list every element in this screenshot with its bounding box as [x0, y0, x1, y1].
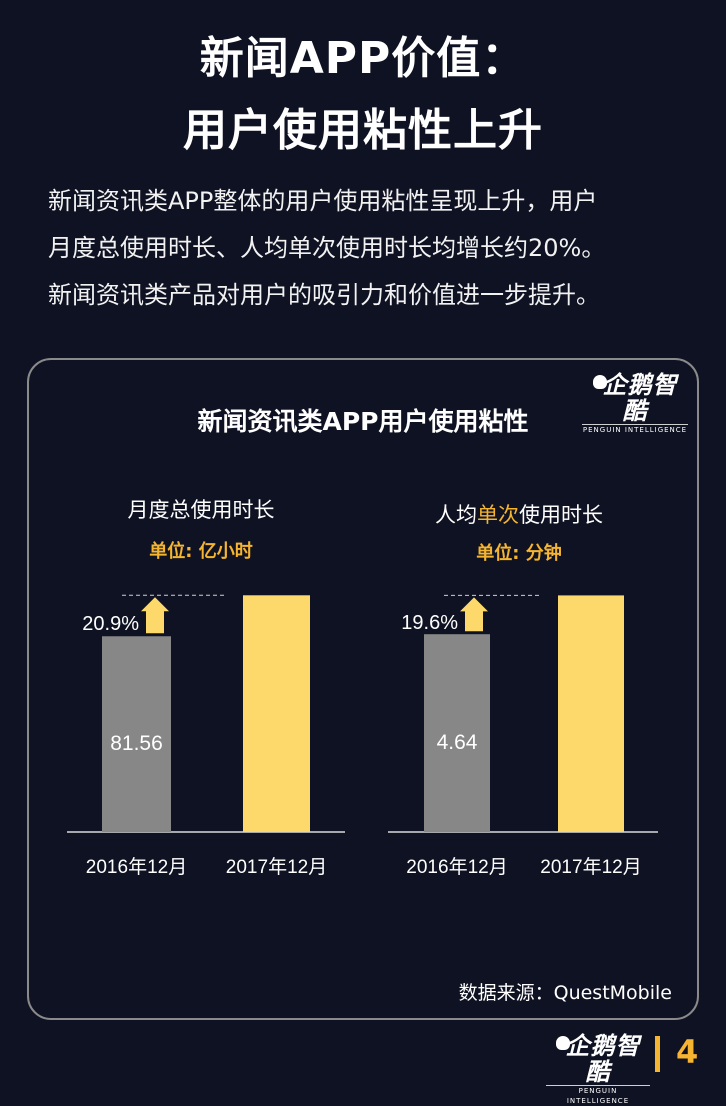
data-source: 数据来源：QuestMobile [458, 982, 672, 1004]
left-bar-value-2: 98.63 [249, 713, 304, 738]
right-chart-title: 人均单次使用时长 [369, 499, 669, 529]
card-title: 新闻资讯类APP用户使用粘性 [197, 407, 529, 436]
right-growth-label: 19.6% [401, 612, 458, 634]
left-growth-label: 20.9% [82, 613, 139, 635]
left-category-label-1: 2016年12月 [86, 856, 187, 878]
right-chart-unit: 单位: 分钟 [476, 543, 562, 564]
page-accent-bar [655, 1036, 660, 1072]
page-number: 4 [676, 1033, 699, 1071]
intro-text: 新闻资讯类APP整体的用户使用粘性呈现上升，用户 月度总使用时长、人均单次使用时… [48, 178, 688, 319]
left-chart-title: 月度总使用时长 [127, 498, 275, 522]
intro-line-2: 月度总使用时长、人均单次使用时长均增长约20%。 [48, 234, 606, 262]
right-growth-arrow-icon [460, 597, 488, 632]
right-category-label-1: 2016年12月 [406, 856, 507, 878]
brand-logo-top: 企鹅智酷 PENGUIN INTELLIGENCE [582, 372, 688, 435]
left-bar-2 [243, 595, 310, 832]
right-bar-2 [558, 595, 624, 832]
intro-line-1: 新闻资讯类APP整体的用户使用粘性呈现上升，用户 [48, 187, 598, 215]
penguin-icon [555, 1036, 570, 1050]
page-title-line-1: 新闻APP价值： [199, 33, 527, 84]
right-bar-value-2: 5.55 [570, 713, 613, 738]
page-title-line-2: 用户使用粘性上升 [183, 105, 543, 156]
left-chart-unit: 单位: 亿小时 [149, 541, 253, 562]
brand-logo-bottom: 企鹅智酷 PENGUIN INTELLIGENCE [546, 1033, 650, 1106]
intro-line-3: 新闻资讯类产品对用户的吸引力和价值进一步提升。 [48, 281, 600, 309]
chart-card [27, 358, 699, 1020]
left-bar-1 [102, 636, 171, 832]
left-bar-value-1: 81.56 [110, 732, 163, 755]
left-growth-arrow-icon [141, 597, 169, 634]
right-bar-1 [424, 634, 490, 832]
penguin-icon [592, 375, 607, 389]
right-bar-value-1: 4.64 [437, 731, 478, 754]
right-title-part-3: 使用时长 [519, 503, 603, 527]
logo-name: 企鹅智酷 [565, 1032, 641, 1086]
left-category-label-2: 2017年12月 [226, 856, 327, 878]
right-category-label-2: 2017年12月 [540, 856, 641, 878]
logo-name: 企鹅智酷 [602, 371, 678, 425]
right-title-part-2: 单次 [477, 503, 519, 527]
right-title-part-1: 人均 [435, 503, 477, 527]
logo-subtitle: PENGUIN INTELLIGENCE [582, 424, 688, 434]
logo-subtitle: PENGUIN INTELLIGENCE [546, 1085, 650, 1106]
